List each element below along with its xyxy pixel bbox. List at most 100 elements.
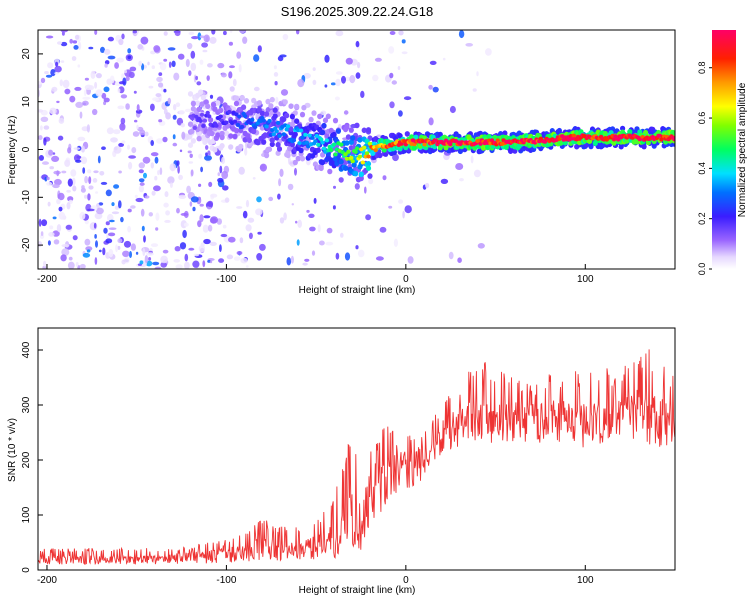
spectrogram-noise-blob (256, 196, 262, 203)
spectrogram-noise-blob (129, 66, 137, 72)
spectrogram-y-tick-label: 10 (21, 96, 32, 108)
spectrogram-noise-blob (117, 238, 123, 244)
spectrogram-noise-blob (106, 78, 112, 85)
spectrogram-noise-blob (221, 156, 226, 165)
spectrogram-ridge-cell (324, 138, 330, 143)
spectrogram-noise-blob (303, 72, 311, 79)
spectrogram-noise-blob (127, 48, 132, 54)
spectrogram-noise-blob (59, 79, 63, 87)
spectrogram-noise-blob (56, 170, 60, 177)
spectrogram-noise-blob (297, 219, 303, 228)
spectrogram-ridge-cell (358, 175, 364, 182)
spectrogram-noise-blob (217, 172, 221, 177)
spectrogram-noise-blob (47, 240, 51, 246)
spectrogram-noise-blob (127, 225, 131, 233)
spectrogram-noise-blob (158, 119, 163, 123)
spectrogram-noise-blob (82, 100, 89, 106)
spectrogram-ridge-cell (232, 119, 238, 124)
spectrogram-noise-blob (113, 145, 122, 154)
chart-title: S196.2025.309.22.24.G18 (281, 4, 434, 19)
spectrogram-noise-blob (379, 226, 387, 233)
spectrogram-ridge-cell (348, 139, 354, 145)
spectrogram-noise-blob (128, 161, 133, 170)
spectrogram-noise-blob (360, 90, 365, 98)
spectrogram-noise-blob (143, 235, 146, 243)
spectrogram-noise-blob (69, 38, 73, 44)
spectrogram-noise-blob (201, 42, 209, 48)
spectrogram-ridge-cell (403, 142, 408, 147)
spectrogram-noise-blob (67, 147, 72, 154)
spectrogram-x-tick-label: 100 (577, 274, 594, 285)
spectrogram-ridge-cell (219, 134, 225, 141)
spectrogram-noise-blob (428, 117, 434, 126)
spectrogram-noise-blob (113, 184, 120, 189)
spectrogram-noise-blob (142, 248, 146, 256)
spectrogram-noise-blob (442, 57, 446, 61)
spectrogram-ridge-cell (343, 165, 349, 171)
spectrogram-ridge-cell (360, 160, 365, 165)
spectrogram-noise-blob (196, 81, 202, 86)
spectrogram-noise-blob (203, 238, 211, 245)
spectrogram-ridge-cell (231, 106, 237, 112)
spectrogram-noise-blob (198, 183, 202, 187)
spectrogram-ridge-cell (317, 113, 323, 120)
spectrogram-ridge-cell (229, 86, 235, 92)
spectrogram-ridge-cell (399, 141, 404, 146)
colorbar-tick-label: 0.6 (697, 112, 707, 125)
snr-panel: -200 -100 0 100 0 100 200 300 400 Height of str… (7, 327, 676, 596)
spectrogram-noise-blob (95, 89, 103, 97)
spectrogram-ridge-cell (367, 141, 373, 146)
spectrogram-x-tick-label: -100 (216, 274, 236, 285)
spectrogram-noise-blob (207, 63, 213, 68)
spectrogram-ridge-cell (210, 101, 217, 108)
spectrogram-noise-blob (222, 185, 229, 191)
spectrogram-noise-blob (152, 97, 160, 102)
spectrogram-noise-blob (198, 153, 203, 159)
spectrogram-noise-blob (429, 60, 437, 65)
spectrogram-noise-blob (108, 227, 117, 230)
colorbar-tick-label: 0.0 (697, 263, 707, 276)
spectrogram-noise-blob (180, 212, 189, 216)
spectrogram-noise-blob (455, 163, 464, 170)
spectrogram-ridge-cell (246, 137, 252, 143)
spectrogram-ridge-cell (233, 100, 240, 107)
spectrogram-noise-blob (150, 140, 154, 146)
spectrogram-noise-blob (219, 244, 222, 253)
spectrogram-noise-blob (208, 181, 213, 187)
spectrogram-noise-blob (148, 85, 154, 89)
spectrogram-noise-blob (236, 51, 242, 59)
spectrogram-ridge-cell (346, 149, 351, 154)
spectrogram-noise-blob (245, 199, 250, 208)
spectrogram-noise-blob (311, 250, 316, 256)
snr-y-tick-label: 0 (21, 567, 32, 573)
spectrogram-noise-blob (138, 169, 144, 174)
spectrogram-noise-blob (232, 78, 237, 87)
spectrogram-noise-blob (238, 166, 245, 175)
spectrogram-noise-blob (391, 80, 397, 85)
spectrogram-noise-blob (117, 105, 125, 110)
spectrogram-noise-blob (228, 41, 233, 46)
spectrogram-noise-blob (374, 57, 382, 62)
spectrogram-noise-blob (207, 200, 214, 208)
spectrogram-noise-blob (84, 175, 88, 184)
spectrogram-ridge-cell (269, 137, 275, 143)
spectrogram-noise-blob (297, 79, 305, 88)
spectrogram-ridge-cell (343, 152, 348, 157)
spectrogram-noise-blob (202, 224, 209, 233)
spectrogram-noise-blob (118, 200, 122, 209)
spectrogram-ridge-cell (241, 104, 247, 110)
spectrogram-noise-blob (52, 183, 60, 189)
spectrogram-noise-blob (97, 155, 101, 164)
spectrogram-ridge-cell (353, 170, 359, 177)
spectrogram-ridge-cell (233, 127, 240, 134)
spectrogram-ridge-cell (318, 163, 324, 170)
spectrogram-noise-blob (195, 75, 199, 81)
spectrogram-noise-blob (238, 64, 242, 73)
spectrogram-noise-blob (66, 202, 71, 210)
spectrogram-ridge-cell (297, 141, 302, 146)
spectrogram-noise-blob (188, 247, 195, 251)
spectrogram-noise-blob (368, 178, 374, 185)
spectrogram-noise-blob (43, 260, 47, 267)
colorbar-tick-label: 0.8 (697, 61, 707, 74)
spectrogram-ridge-cell (201, 123, 206, 128)
